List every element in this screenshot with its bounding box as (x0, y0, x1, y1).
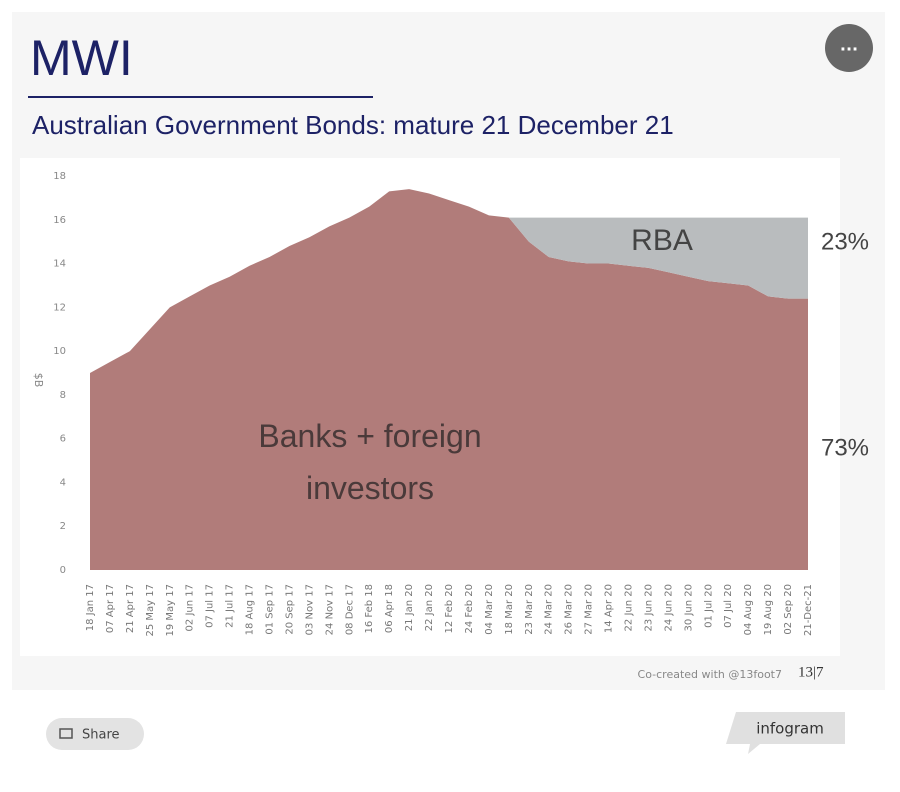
x-tick-label: 03 Nov 17 (304, 584, 315, 635)
share-button[interactable] (46, 718, 144, 750)
share-text[interactable]: Share (82, 728, 120, 743)
x-tick-label: 27 Mar 20 (584, 584, 595, 635)
y-tick-label: 2 (60, 521, 66, 532)
x-tick-label: 23 Jun 20 (643, 584, 654, 631)
x-tick-label: 02 Sep 20 (783, 584, 794, 635)
x-tick-label: 30 Jun 20 (683, 584, 694, 631)
y-tick-label: 0 (60, 565, 66, 576)
badge[interactable] (726, 712, 845, 754)
series-label: Banks + foreign investors (258, 418, 482, 506)
x-tick-label: 24 Nov 17 (324, 584, 335, 635)
badge-text[interactable]: infogram (756, 720, 824, 738)
y-tick-label: 18 (53, 171, 66, 182)
x-tick-label: 24 Feb 20 (464, 584, 475, 634)
area (90, 189, 808, 373)
y-tick-label: 14 (53, 259, 66, 270)
x-tick-label: 22 Jan 20 (424, 584, 435, 631)
x-tick-label: 02 Jun 17 (185, 584, 196, 631)
x-tick-label: 24 Mar 20 (544, 584, 555, 635)
x-tick-label: 25 May 17 (145, 584, 156, 636)
x-tick-label: 21 Jan 20 (404, 584, 415, 631)
y-tick-label: 8 (60, 390, 66, 401)
y-tick-label: 6 (60, 434, 66, 445)
x-tick-label: 01 Sep 17 (265, 584, 276, 635)
credit: Co-created with @13foot7 (638, 668, 782, 681)
menu-dots[interactable]: ... (840, 36, 858, 55)
share-label: 73% (821, 434, 869, 461)
x-tick-label: 06 Apr 18 (384, 584, 395, 633)
y-axis-label: $B (32, 373, 45, 388)
x-tick-label: 21 Apr 17 (125, 584, 136, 633)
x-tick-label: 18 Mar 20 (504, 584, 515, 635)
x-tick-label: 04 Aug 20 (743, 584, 754, 635)
x-tick-label: 19 May 17 (165, 584, 176, 636)
y-tick-label: 12 (53, 302, 66, 313)
brand: MWI (30, 30, 133, 86)
plot: 0 2 4 6 8 10 12 14 16 18 18 Jan 17 07 Apr 17 21 Apr … (53, 171, 814, 636)
x-tick-label: 19 Aug 20 (763, 584, 774, 635)
x-tick-label: 23 Mar 20 (524, 584, 535, 635)
x-tick-label: 21 Jul 17 (225, 584, 236, 628)
credit-logo: 13|7 (798, 664, 824, 680)
y-tick-label: 10 (53, 346, 66, 357)
series-label: RBA (631, 224, 693, 257)
x-tick-label: 26 Mar 20 (564, 584, 575, 635)
y-tick-label: 16 (53, 215, 66, 226)
x-tick-label: 20 Sep 17 (284, 584, 295, 635)
area (90, 189, 808, 570)
menu-button[interactable] (825, 24, 873, 72)
x-tick-label: 18 Jan 17 (85, 584, 96, 631)
x-tick-label: 16 Feb 18 (364, 584, 375, 634)
x-tick-label: 07 Jul 17 (205, 584, 216, 628)
x-tick-label: 14 Apr 20 (604, 584, 615, 633)
x-tick-label: 01 Jul 20 (703, 584, 714, 628)
x-tick-label: 08 Dec 17 (344, 584, 355, 635)
x-tick-label: 12 Feb 20 (444, 584, 455, 634)
x-tick-label: 07 Jul 20 (723, 584, 734, 628)
x-tick-label: 18 Aug 17 (245, 584, 256, 635)
x-tick-label: 07 Apr 17 (105, 584, 116, 633)
share-label: 23% (821, 228, 869, 255)
x-tick-label: 22 Jun 20 (624, 584, 635, 631)
x-tick-label: 24 Jun 20 (663, 584, 674, 631)
chart-title: Australian Government Bonds: mature 21 D… (32, 110, 674, 140)
y-tick-label: 4 (60, 477, 66, 488)
x-tick-label: 21-Dec-21 (803, 584, 814, 636)
x-tick-label: 04 Mar 20 (484, 584, 495, 635)
share-icon[interactable] (59, 728, 73, 739)
